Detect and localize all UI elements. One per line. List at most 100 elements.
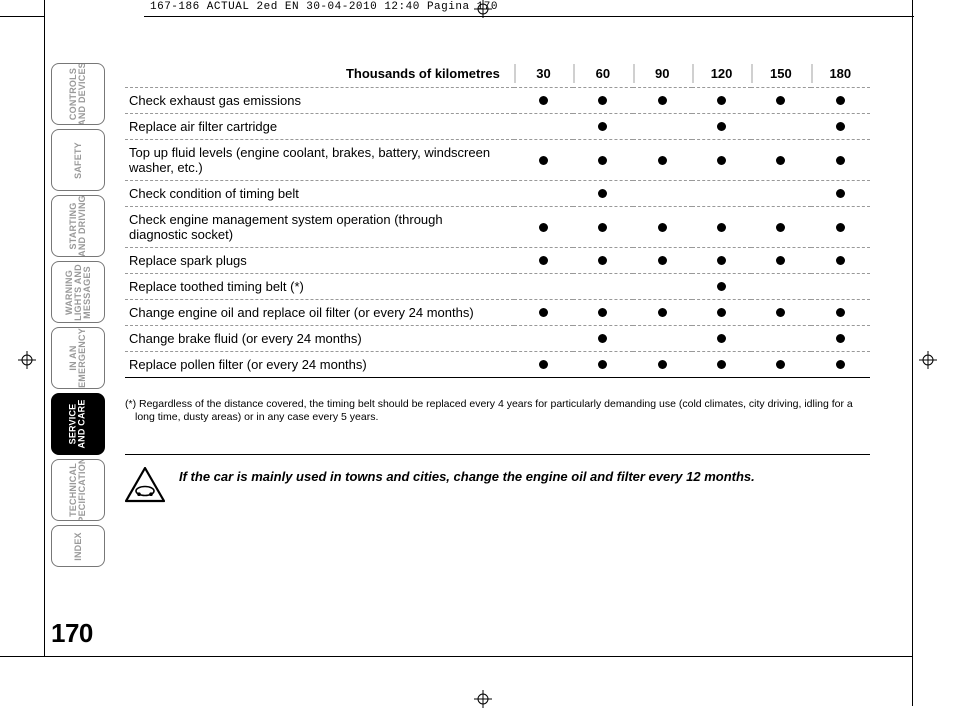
section-tab[interactable]: WARNINGLIGHTS ANDMESSAGES (51, 261, 105, 323)
maintenance-mark-cell (811, 300, 870, 326)
bullet-icon (717, 308, 726, 317)
section-tab-label: SAFETY (74, 142, 83, 179)
bullet-icon (717, 360, 726, 369)
maintenance-mark-cell (514, 88, 573, 114)
bullet-icon (776, 156, 785, 165)
service-note: If the car is mainly used in towns and c… (125, 454, 870, 508)
maintenance-mark-cell (633, 181, 692, 207)
maintenance-mark-cell (692, 248, 751, 274)
bullet-icon (836, 96, 845, 105)
bullet-icon (836, 256, 845, 265)
maintenance-item-desc: Replace air filter cartridge (125, 114, 514, 140)
maintenance-mark-cell (633, 140, 692, 181)
maintenance-mark-cell (573, 274, 632, 300)
maintenance-mark-cell (514, 300, 573, 326)
table-row: Replace air filter cartridge (125, 114, 870, 140)
bullet-icon (539, 96, 548, 105)
maintenance-mark-cell (751, 207, 810, 248)
table-column-header: 30 (514, 60, 573, 88)
bullet-icon (598, 334, 607, 343)
bullet-icon (836, 189, 845, 198)
bullet-icon (836, 308, 845, 317)
bullet-icon (717, 96, 726, 105)
service-note-text: If the car is mainly used in towns and c… (179, 467, 755, 484)
crop-mark (44, 0, 45, 16)
bullet-icon (598, 256, 607, 265)
section-tab[interactable]: IN ANEMERGENCY (51, 327, 105, 389)
bullet-icon (658, 360, 667, 369)
section-tab[interactable]: STARTINGAND DRIVING (51, 195, 105, 257)
section-tab[interactable]: CONTROLSAND DEVICES (51, 63, 105, 125)
maintenance-mark-cell (514, 326, 573, 352)
maintenance-mark-cell (811, 352, 870, 378)
table-row: Check exhaust gas emissions (125, 88, 870, 114)
maintenance-mark-cell (514, 140, 573, 181)
maintenance-mark-cell (514, 181, 573, 207)
maintenance-mark-cell (633, 88, 692, 114)
maintenance-mark-cell (573, 352, 632, 378)
maintenance-mark-cell (573, 88, 632, 114)
table-column-header: 60 (573, 60, 632, 88)
maintenance-mark-cell (633, 274, 692, 300)
section-tab[interactable]: SERVICEAND CARE (51, 393, 105, 455)
maintenance-schedule-table: Thousands of kilometres306090120150180Ch… (125, 60, 870, 378)
section-tab[interactable]: SAFETY (51, 129, 105, 191)
crop-mark (0, 656, 912, 657)
maintenance-mark-cell (811, 248, 870, 274)
footnote-text: (*) Regardless of the distance covered, … (125, 398, 870, 424)
bullet-icon (658, 156, 667, 165)
section-tab[interactable]: TECHNICALSPECIFICATIONS (51, 459, 105, 521)
bullet-icon (598, 360, 607, 369)
maintenance-mark-cell (811, 274, 870, 300)
table-column-header: 120 (692, 60, 751, 88)
maintenance-mark-cell (633, 207, 692, 248)
maintenance-mark-cell (692, 88, 751, 114)
maintenance-mark-cell (573, 248, 632, 274)
maintenance-mark-cell (692, 207, 751, 248)
maintenance-item-desc: Change engine oil and replace oil filter… (125, 300, 514, 326)
table-column-header: 150 (751, 60, 810, 88)
maintenance-mark-cell (692, 300, 751, 326)
registration-mark-icon (474, 690, 492, 708)
maintenance-mark-cell (811, 326, 870, 352)
maintenance-item-desc: Replace spark plugs (125, 248, 514, 274)
bullet-icon (658, 223, 667, 232)
bullet-icon (598, 189, 607, 198)
crop-mark (912, 0, 913, 706)
bullet-icon (598, 156, 607, 165)
section-tab-label: TECHNICALSPECIFICATIONS (69, 459, 87, 521)
maintenance-mark-cell (811, 181, 870, 207)
maintenance-mark-cell (692, 326, 751, 352)
crop-mark (144, 16, 914, 17)
table-row: Change brake fluid (or every 24 months) (125, 326, 870, 352)
bullet-icon (776, 256, 785, 265)
maintenance-mark-cell (633, 300, 692, 326)
bullet-icon (598, 308, 607, 317)
table-column-header: 180 (811, 60, 870, 88)
bullet-icon (539, 256, 548, 265)
maintenance-mark-cell (751, 114, 810, 140)
page-number: 170 (51, 618, 93, 649)
bullet-icon (539, 308, 548, 317)
bullet-icon (776, 360, 785, 369)
maintenance-item-desc: Replace pollen filter (or every 24 month… (125, 352, 514, 378)
registration-mark-icon (474, 0, 492, 18)
bullet-icon (658, 96, 667, 105)
maintenance-mark-cell (692, 352, 751, 378)
maintenance-mark-cell (573, 300, 632, 326)
page-content: Thousands of kilometres306090120150180Ch… (125, 60, 870, 508)
bullet-icon (539, 360, 548, 369)
bullet-icon (717, 282, 726, 291)
table-column-header: 90 (633, 60, 692, 88)
bullet-icon (598, 122, 607, 131)
maintenance-mark-cell (514, 114, 573, 140)
section-tab[interactable]: INDEX (51, 525, 105, 567)
maintenance-mark-cell (811, 114, 870, 140)
maintenance-mark-cell (514, 207, 573, 248)
maintenance-mark-cell (751, 88, 810, 114)
maintenance-mark-cell (751, 326, 810, 352)
maintenance-mark-cell (514, 274, 573, 300)
table-row: Replace toothed timing belt (*) (125, 274, 870, 300)
maintenance-mark-cell (751, 248, 810, 274)
maintenance-item-desc: Replace toothed timing belt (*) (125, 274, 514, 300)
